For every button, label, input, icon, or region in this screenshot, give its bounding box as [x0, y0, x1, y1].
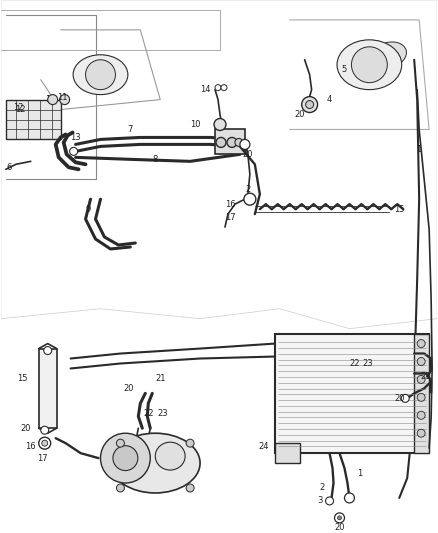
- Text: 15: 15: [394, 205, 405, 214]
- Bar: [6, 100, 60, 140]
- Ellipse shape: [155, 442, 185, 470]
- Ellipse shape: [113, 446, 138, 471]
- Circle shape: [244, 193, 256, 205]
- Circle shape: [215, 85, 221, 91]
- Circle shape: [216, 138, 226, 148]
- Circle shape: [44, 346, 52, 354]
- Circle shape: [338, 516, 342, 520]
- Text: 7: 7: [128, 125, 133, 134]
- Bar: [39, 349, 57, 428]
- Circle shape: [306, 101, 314, 109]
- Text: 12: 12: [16, 105, 26, 114]
- Text: 21: 21: [155, 374, 166, 383]
- Circle shape: [417, 375, 425, 383]
- Text: 21: 21: [420, 372, 431, 381]
- Text: 3: 3: [317, 496, 322, 505]
- Text: 20: 20: [294, 110, 305, 119]
- Text: 11: 11: [46, 95, 56, 104]
- Text: 15: 15: [18, 374, 28, 383]
- Text: 22: 22: [349, 359, 360, 368]
- Bar: [275, 334, 429, 453]
- Circle shape: [417, 358, 425, 366]
- Circle shape: [240, 140, 250, 149]
- Circle shape: [417, 429, 425, 437]
- Text: 11: 11: [57, 93, 68, 102]
- Text: 20: 20: [123, 384, 134, 393]
- Text: 10: 10: [190, 120, 200, 129]
- Circle shape: [85, 60, 116, 90]
- Bar: [414, 334, 429, 453]
- Text: 20: 20: [394, 394, 405, 403]
- Circle shape: [401, 394, 409, 402]
- Circle shape: [39, 437, 51, 449]
- Bar: [215, 130, 245, 155]
- Circle shape: [417, 340, 425, 348]
- Text: 13: 13: [70, 133, 81, 142]
- Ellipse shape: [100, 433, 150, 483]
- Ellipse shape: [110, 433, 200, 493]
- Circle shape: [417, 393, 425, 401]
- Circle shape: [41, 426, 49, 434]
- Circle shape: [117, 439, 124, 447]
- Text: 14: 14: [200, 85, 210, 94]
- Ellipse shape: [372, 42, 406, 68]
- Bar: [275, 443, 300, 463]
- Circle shape: [344, 493, 354, 503]
- Ellipse shape: [337, 40, 402, 90]
- Circle shape: [42, 440, 48, 446]
- Text: 20: 20: [21, 424, 31, 433]
- Text: 20: 20: [334, 523, 345, 532]
- Circle shape: [186, 484, 194, 492]
- Text: 1: 1: [417, 145, 422, 154]
- Text: 2: 2: [319, 483, 324, 492]
- Text: 16: 16: [225, 200, 235, 208]
- Text: 17: 17: [225, 213, 235, 222]
- Circle shape: [227, 138, 237, 148]
- Circle shape: [186, 439, 194, 447]
- Circle shape: [117, 484, 124, 492]
- Circle shape: [417, 411, 425, 419]
- Text: 20: 20: [243, 150, 253, 159]
- Text: 17: 17: [37, 454, 48, 463]
- Text: 6: 6: [6, 163, 11, 172]
- Text: 4: 4: [327, 95, 332, 104]
- Text: 23: 23: [362, 359, 373, 368]
- Text: 12: 12: [14, 103, 24, 112]
- Circle shape: [335, 513, 344, 523]
- Text: 16: 16: [25, 442, 36, 451]
- Text: 23: 23: [157, 409, 168, 418]
- Circle shape: [351, 47, 387, 83]
- Circle shape: [302, 96, 318, 112]
- Circle shape: [48, 95, 58, 104]
- Circle shape: [235, 139, 243, 147]
- Text: 22: 22: [143, 409, 154, 418]
- Circle shape: [214, 118, 226, 131]
- Circle shape: [70, 148, 78, 155]
- Text: 9: 9: [86, 205, 91, 214]
- Text: 8: 8: [152, 155, 158, 164]
- Circle shape: [325, 497, 333, 505]
- Text: 2: 2: [245, 185, 251, 193]
- Text: 5: 5: [342, 65, 347, 74]
- Text: 1: 1: [357, 469, 362, 478]
- Ellipse shape: [73, 55, 128, 95]
- Circle shape: [60, 95, 70, 104]
- Circle shape: [221, 85, 227, 91]
- Text: 24: 24: [258, 442, 269, 451]
